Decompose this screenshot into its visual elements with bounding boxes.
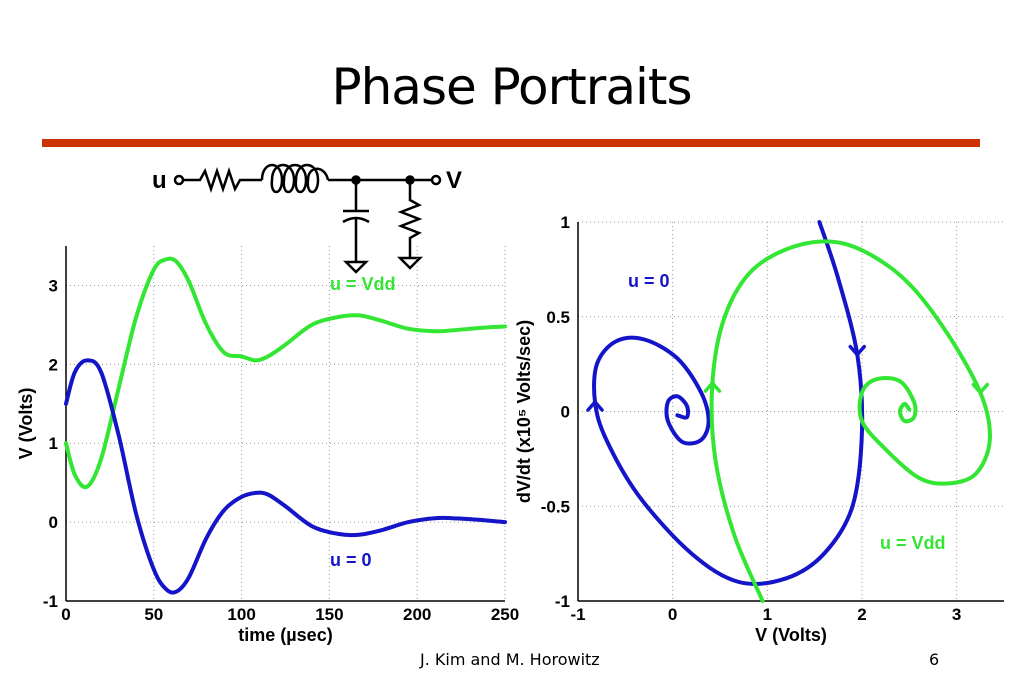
- y-tick-label: -1: [43, 592, 58, 611]
- x-tick-label: 100: [227, 605, 255, 624]
- title-rule: [42, 139, 980, 147]
- x-tick-label: -1: [570, 605, 585, 624]
- capacitor-to-ground: [342, 180, 370, 274]
- x-tick-label: 50: [144, 605, 163, 624]
- y-tick-label: 0: [561, 403, 570, 422]
- series-line-u-0: [64, 358, 507, 595]
- x-tick-label: 2: [857, 605, 866, 624]
- series-annotation: u = 0: [330, 550, 372, 570]
- circuit-input-terminal: [173, 174, 185, 186]
- y-tick-label: -1: [555, 592, 570, 611]
- y-tick-label: 0.5: [546, 308, 570, 327]
- slide-title: Phase Portraits: [331, 58, 692, 116]
- y-axis-title: dV/dt (x10⁵ Volts/sec): [514, 320, 534, 503]
- x-tick-label: 150: [315, 605, 343, 624]
- x-tick-label: 0: [61, 605, 70, 624]
- direction-arrow: [586, 399, 604, 412]
- x-axis-title: time (µsec): [238, 625, 332, 645]
- shunt-resistor: [396, 180, 424, 270]
- y-tick-label: 2: [49, 355, 58, 374]
- series-line-u-0: [592, 220, 865, 586]
- series-annotation: u = 0: [628, 271, 670, 291]
- footer-author: J. Kim and M. Horowitz: [420, 650, 600, 669]
- y-tick-label: 0: [49, 513, 58, 532]
- inductor: [260, 163, 330, 194]
- direction-arrow: [703, 380, 722, 393]
- direction-arrow: [971, 382, 990, 396]
- series-line-u-vdd: [64, 256, 507, 490]
- series-line-u-vdd: [709, 239, 992, 603]
- x-tick-label: 200: [403, 605, 431, 624]
- page-number: 6: [929, 650, 940, 669]
- circuit-output-label: V: [446, 167, 462, 194]
- y-tick-label: 1: [561, 213, 570, 232]
- series-annotation: u = Vdd: [880, 533, 946, 553]
- direction-arrow: [848, 344, 867, 358]
- x-tick-label: 1: [763, 605, 772, 624]
- series-annotation: u = Vdd: [330, 274, 396, 294]
- y-axis-title: V (Volts): [16, 388, 36, 460]
- y-tick-label: 3: [49, 276, 58, 295]
- circuit-diagram: u V: [152, 163, 462, 274]
- phase-portrait-chart: -1 0 1 2 3-1-0.500.51V (Volts)dV/dt (x10⁵ Vo…: [514, 213, 1004, 645]
- x-tick-label: 3: [952, 605, 961, 624]
- y-tick-label: -0.5: [541, 497, 570, 516]
- x-tick-label: 250: [491, 605, 519, 624]
- x-tick-label: 0: [668, 605, 677, 624]
- x-axis-title: V (Volts): [755, 625, 827, 645]
- circuit-input-label: u: [152, 167, 167, 194]
- series-resistor: [183, 167, 262, 193]
- y-tick-label: 1: [49, 434, 58, 453]
- circuit-output-terminal: [430, 174, 442, 186]
